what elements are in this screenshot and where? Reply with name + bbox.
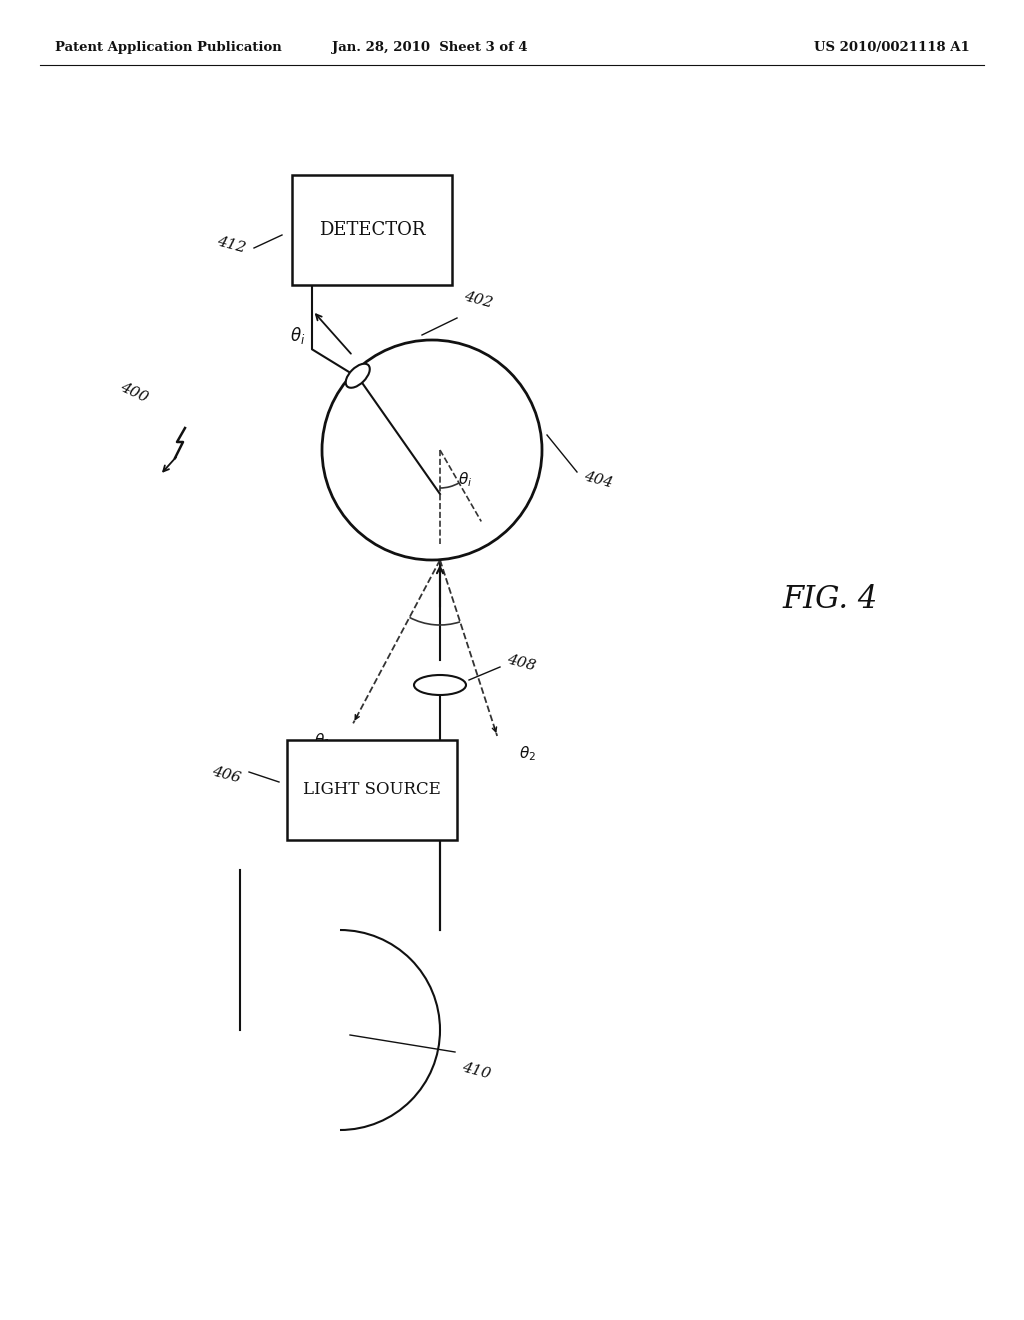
Ellipse shape <box>414 675 466 696</box>
Text: 406: 406 <box>210 764 242 785</box>
Bar <box>287 741 457 840</box>
Text: Patent Application Publication: Patent Application Publication <box>55 41 282 54</box>
Text: 408: 408 <box>505 652 537 673</box>
Text: 404: 404 <box>582 470 613 491</box>
Text: Jan. 28, 2010  Sheet 3 of 4: Jan. 28, 2010 Sheet 3 of 4 <box>332 41 527 54</box>
Text: FIG. 4: FIG. 4 <box>782 585 878 615</box>
Text: 400: 400 <box>118 380 150 405</box>
Text: 402: 402 <box>462 289 494 310</box>
Ellipse shape <box>346 364 370 388</box>
Text: $\theta_2$: $\theta_2$ <box>519 744 537 763</box>
Text: DETECTOR: DETECTOR <box>318 220 425 239</box>
Text: $\theta_i$: $\theta_i$ <box>290 325 305 346</box>
Text: $\theta_i$: $\theta_i$ <box>458 471 472 490</box>
Circle shape <box>322 341 542 560</box>
Text: US 2010/0021118 A1: US 2010/0021118 A1 <box>814 41 970 54</box>
Bar <box>292 176 452 285</box>
Text: 412: 412 <box>215 235 247 256</box>
Text: $\theta_1$: $\theta_1$ <box>314 731 331 750</box>
Text: 410: 410 <box>460 1060 492 1081</box>
Text: LIGHT SOURCE: LIGHT SOURCE <box>303 781 441 799</box>
